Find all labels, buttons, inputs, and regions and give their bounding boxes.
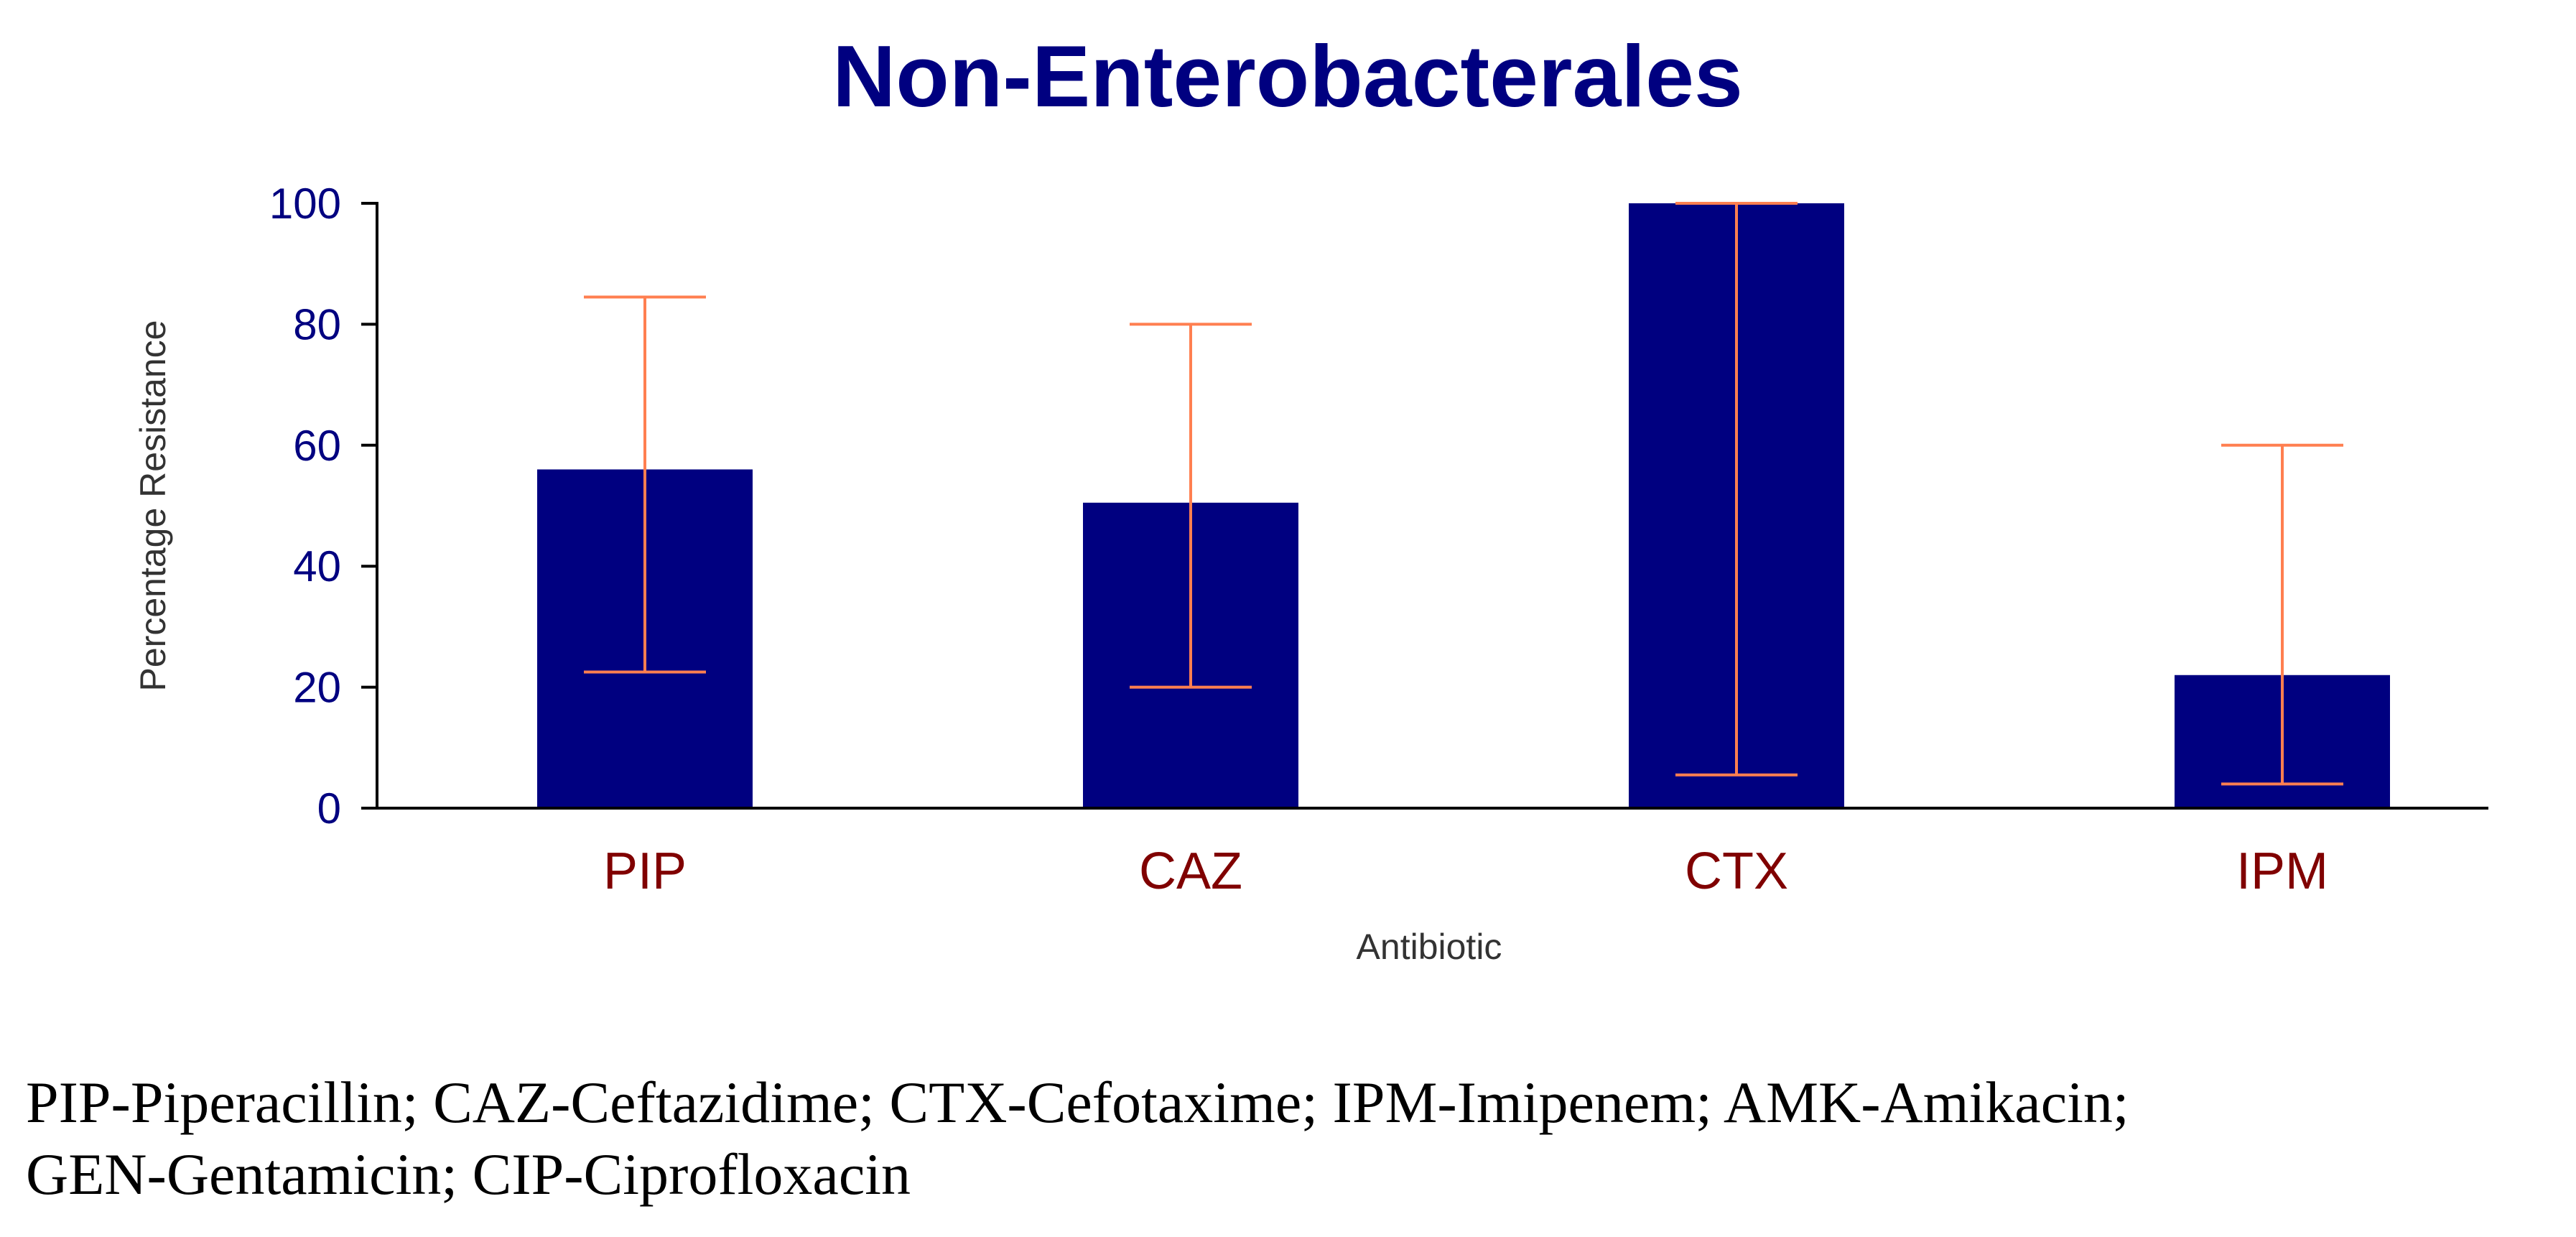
error-bars-layer [584, 202, 2343, 786]
x-axis-title: Antibiotic [1357, 927, 1502, 967]
x-tick-label-caz: CAZ [1139, 843, 1242, 900]
x-tick-label-ipm: IPM [2236, 843, 2328, 900]
y-tick-label-60: 60 [293, 422, 341, 470]
y-axis-title: Percentage Resistance [133, 320, 173, 692]
bars-layer [537, 203, 2390, 808]
figure-caption: PIP-Piperacillin; CAZ-Ceftazidime; CTX-C… [26, 1067, 2554, 1210]
caption-line-1: PIP-Piperacillin; CAZ-Ceftazidime; CTX-C… [26, 1070, 2129, 1135]
y-tick-label-80: 80 [293, 300, 341, 348]
x-tick-label-ctx: CTX [1685, 843, 1788, 900]
chart-title: Non-Enterobacterales [832, 27, 1743, 125]
caption-line-2: GEN-Gentamicin; CIP-Ciprofloxacin [26, 1141, 911, 1207]
y-tick-label-0: 0 [317, 784, 341, 833]
x-tick-label-pip: PIP [603, 843, 687, 900]
bar-chart: Non-Enterobacterales PIPCAZCTXIPMAMKGENC… [133, 27, 2488, 967]
y-tick-label-40: 40 [293, 542, 341, 590]
axes-layer: PIPCAZCTXIPMAMKGENCIP020406080100 [269, 180, 2488, 900]
y-tick-label-100: 100 [269, 180, 341, 228]
y-tick-label-20: 20 [293, 664, 341, 712]
